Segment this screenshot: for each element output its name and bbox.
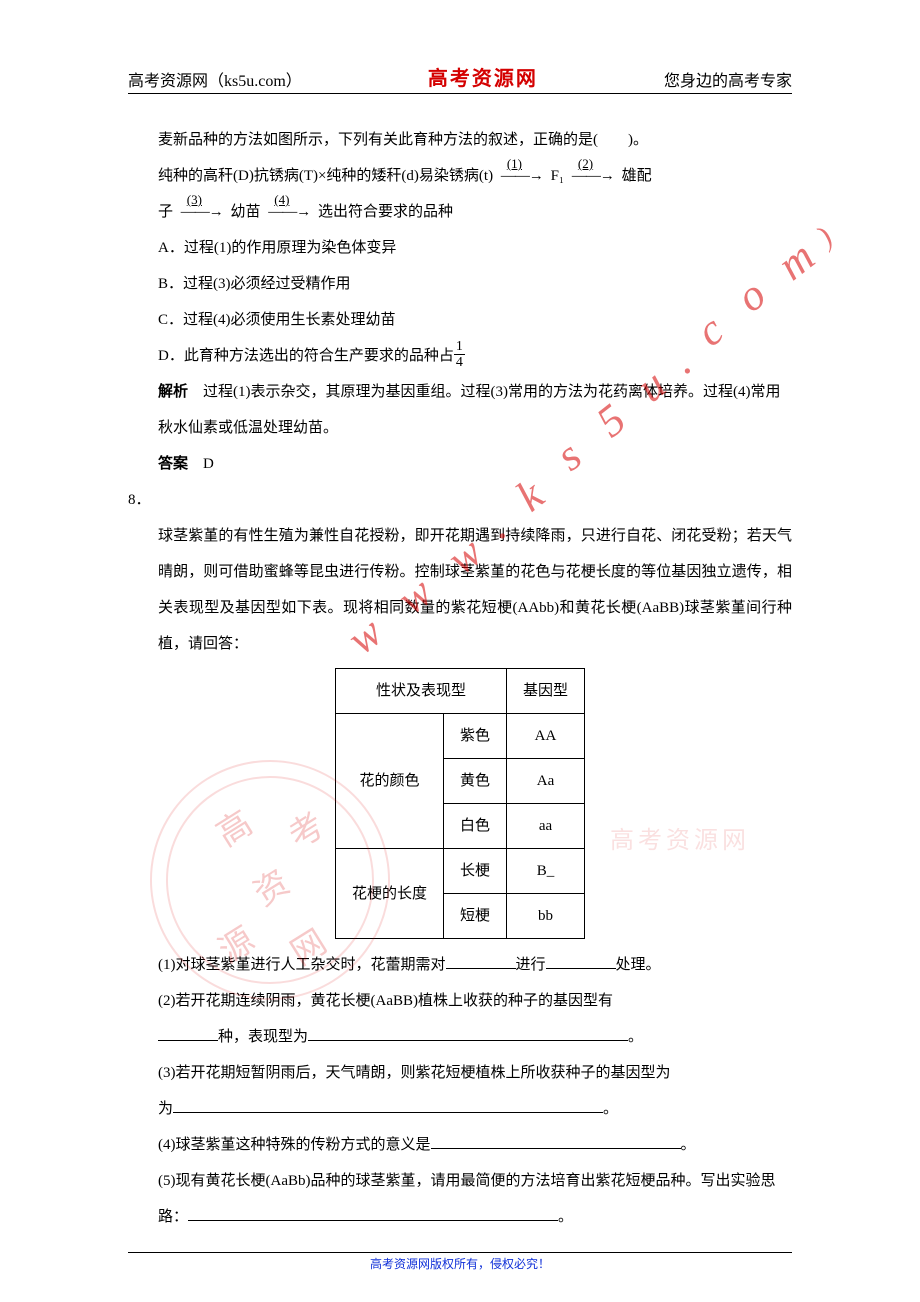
answer-text: D [188,456,214,472]
cell-geno: bb [507,894,585,939]
sub2-a: (2)若开花期连续阴雨，黄花长梗(AaBB)植株上收获的种子的基因型有 [158,993,613,1009]
sub5-b: 。 [558,1209,573,1225]
step-2-arrow: (2) ——→ [568,158,618,194]
sub3-b: 。 [603,1101,618,1117]
option-d: D．此育种方法选出的符合生产要求的品种占14 [158,338,792,374]
fraction-num: 1 [454,339,465,355]
cell-trait-length: 花梗的长度 [335,849,443,939]
option-a: A．过程(1)的作用原理为染色体变异 [158,230,792,266]
cell-pheno: 短梗 [443,894,506,939]
sub1-a: (1)对球茎紫堇进行人工杂交时，花蕾期需对 [158,957,446,973]
wm-char: ) [811,221,840,254]
step-1-label: (1) [507,148,522,179]
q8-sub5: (5)现有黄花长梗(AaBb)品种的球茎紫堇，请用最简便的方法培育出紫花短梗品种… [158,1163,792,1235]
q7-cross-text: 纯种的高秆(D)抗锈病(T)×纯种的矮秆(d)易染锈病(t) [158,168,497,184]
cell-trait-color: 花的颜色 [335,714,443,849]
cell-pheno: 紫色 [443,714,506,759]
analysis-label: 解析 [158,383,188,400]
sub3-wei: 为 [158,1101,173,1117]
q8-number: 8． [128,492,151,508]
cell-pheno: 长梗 [443,849,506,894]
q7-select: 选出符合要求的品种 [318,204,453,220]
sub1-c: 处理。 [616,957,661,973]
footer-text: 高考资源网版权所有，侵权必究！ [128,1252,792,1272]
option-c: C．过程(4)必须使用生长素处理幼苗 [158,302,792,338]
step-1-arrow: (1) ——→ [497,158,547,194]
q7-gamete: 雄配 [622,168,652,184]
option-d-text: D．此育种方法选出的符合生产要求的品种占 [158,348,454,364]
sub4-a: (4)球茎紫堇这种特殊的传粉方式的意义是 [158,1137,431,1153]
cell-geno: aa [507,804,585,849]
blank [158,1026,218,1041]
step-3-arrow: (3) ——→ [177,194,227,230]
header-center: 高考资源网 [428,62,538,91]
fraction-den: 4 [454,355,465,370]
sub3-a: (3)若开花期短暂阴雨后，天气晴朗，则紫花短梗植株上所收获种子的基因型为 [158,1065,671,1081]
step-2-label: (2) [578,148,593,179]
page-footer: 高考资源网版权所有，侵权必究！ [0,1252,920,1272]
genotype-table-wrap: 性状及表现型 基因型 花的颜色 紫色 AA 黄色 Aa 白色 aa 花梗的长 [128,668,792,939]
genotype-table: 性状及表现型 基因型 花的颜色 紫色 AA 黄色 Aa 白色 aa 花梗的长 [335,668,585,939]
sub2-c: 。 [628,1029,643,1045]
q7-f1: F₁ [551,168,568,184]
analysis: 解析 过程(1)表示杂交，其原理为基因重组。过程(3)常用的方法为花药离体培养。… [158,374,792,446]
step-4-label: (4) [274,184,289,215]
cell-geno: B_ [507,849,585,894]
fraction: 14 [454,339,465,371]
answer: 答案 D [158,446,792,482]
cell-pheno: 黄色 [443,759,506,804]
sub1-b: 进行 [516,957,546,973]
q8-sub1: (1)对球茎紫堇进行人工杂交时，花蕾期需对 进行 处理。 [158,947,792,983]
cell-pheno: 白色 [443,804,506,849]
content: 麦新品种的方法如图所示，下列有关此育种方法的叙述，正确的是( )。 纯种的高秆(… [128,122,792,1235]
blank [546,954,616,969]
q7-line1: 麦新品种的方法如图所示，下列有关此育种方法的叙述，正确的是( )。 [158,122,792,158]
header-left: 高考资源网（ks5u.com） [128,67,302,91]
q8-stem-body: 球茎紫堇的有性生殖为兼性自花授粉，即开花期遇到持续降雨，只进行自花、闭花受粉；若… [158,518,792,662]
table-row: 花梗的长度 长梗 B_ [335,849,584,894]
table-header-row: 性状及表现型 基因型 [335,669,584,714]
sub2-b: 种，表现型为 [218,1029,308,1045]
th-geno: 基因型 [507,669,585,714]
blank [188,1206,558,1221]
q8-sub2: (2)若开花期连续阴雨，黄花长梗(AaBB)植株上收获的种子的基因型有 种，表现… [158,983,792,1055]
q7-seedling: 幼苗 [231,204,265,220]
th-trait: 性状及表现型 [335,669,506,714]
option-b: B．过程(3)必须经过受精作用 [158,266,792,302]
page-header: 高考资源网（ks5u.com） 高考资源网 您身边的高考专家 [128,62,792,94]
q7-zi: 子 [158,204,177,220]
q7-scheme-line1: 纯种的高秆(D)抗锈病(T)×纯种的矮秆(d)易染锈病(t) (1) ——→ F… [158,158,792,194]
q8-stem: 8． 球茎紫堇的有性生殖为兼性自花授粉，即开花期遇到持续降雨，只进行自花、闭花受… [128,482,792,662]
header-right: 您身边的高考专家 [664,67,792,91]
page: 高考资源网（ks5u.com） 高考资源网 您身边的高考专家 麦新品种的方法如图… [0,0,920,1235]
q8-sub3: (3)若开花期短暂阴雨后，天气晴朗，则紫花短梗植株上所收获种子的基因型为 为 。 [158,1055,792,1127]
analysis-text: 过程(1)表示杂交，其原理为基因重组。过程(3)常用的方法为花药离体培养。过程(… [158,384,781,436]
sub4-b: 。 [681,1137,696,1153]
answer-label: 答案 [158,455,188,472]
blank [308,1026,628,1041]
step-3-label: (3) [187,184,202,215]
blank [446,954,516,969]
cell-geno: AA [507,714,585,759]
table-row: 花的颜色 紫色 AA [335,714,584,759]
q8-sub4: (4)球茎紫堇这种特殊的传粉方式的意义是 。 [158,1127,792,1163]
q7-scheme-line2: 子 (3) ——→ 幼苗 (4) ——→ 选出符合要求的品种 [158,194,792,230]
step-4-arrow: (4) ——→ [264,194,314,230]
blank [173,1098,603,1113]
cell-geno: Aa [507,759,585,804]
blank [431,1134,681,1149]
